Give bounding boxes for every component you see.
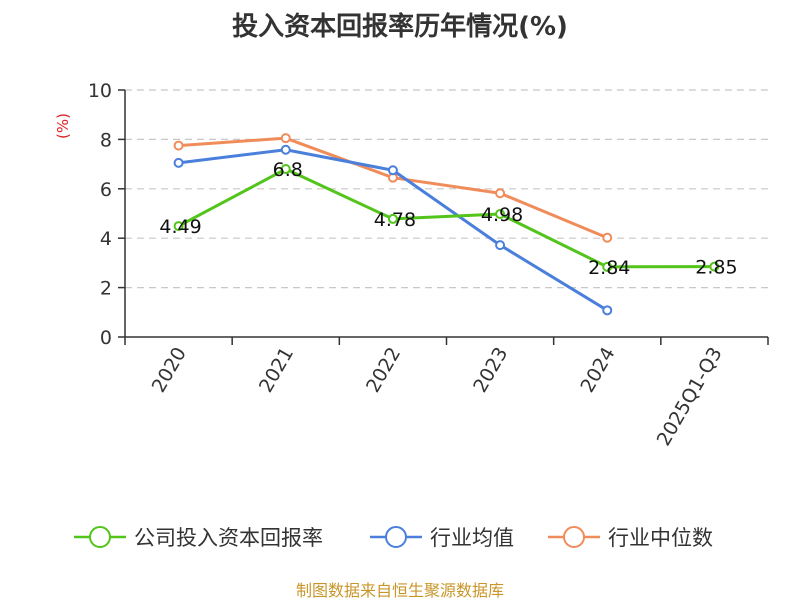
legend-label-0: 公司投入资本回报率 xyxy=(134,526,323,550)
axes: 0 2 4 6 8 10 2020 2021 2022 2023 2024 2025Q1-Q3 xyxy=(88,80,769,450)
data-label-4: 2.84 xyxy=(588,257,630,279)
point-0-1 xyxy=(280,164,291,175)
y-tick-label-4: 4 xyxy=(100,228,112,250)
point-1-3 xyxy=(495,240,506,251)
x-tick-label-2021: 2021 xyxy=(255,344,298,397)
point-2-1 xyxy=(280,133,291,144)
data-label-0: 4.49 xyxy=(159,216,201,238)
legend-item-1: 行业均值 xyxy=(370,526,514,550)
data-label-5: 2.85 xyxy=(695,257,737,279)
x-tick-label-2025Q1-Q3: 2025Q1-Q3 xyxy=(653,344,727,450)
point-1-0 xyxy=(173,157,184,168)
y-tick-label-8: 8 xyxy=(100,129,112,151)
x-tick-label-2023: 2023 xyxy=(469,344,512,397)
series-layer xyxy=(173,133,720,316)
series-0 xyxy=(173,164,720,272)
legend-item-0: 公司投入资本回报率 xyxy=(74,526,323,550)
series-1 xyxy=(173,144,613,316)
point-0-3 xyxy=(495,208,506,219)
legend-label-1: 行业均值 xyxy=(430,526,514,550)
point-0-5 xyxy=(709,261,720,272)
x-tick-label-2022: 2022 xyxy=(362,344,405,397)
y-tick-label-6: 6 xyxy=(100,179,112,201)
point-0-0 xyxy=(173,221,184,232)
legend-item-2: 行业中位数 xyxy=(548,526,713,550)
point-1-2 xyxy=(387,165,398,176)
legend-marker-1 xyxy=(385,526,407,548)
chart-title: 投入资本回报率历年情况(%) xyxy=(232,11,568,42)
y-tick-label-0: 0 xyxy=(100,327,112,349)
legend-marker-0 xyxy=(89,526,111,548)
legend-label-2: 行业中位数 xyxy=(608,526,713,550)
point-0-2 xyxy=(387,213,398,224)
data-label-3: 4.98 xyxy=(481,204,523,226)
point-2-3 xyxy=(495,188,506,199)
series-line-0 xyxy=(177,167,715,269)
point-1-4 xyxy=(602,305,613,316)
point-1-1 xyxy=(280,144,291,155)
point-2-4 xyxy=(602,232,613,243)
y-axis-label: (%) xyxy=(54,113,72,139)
legend: 公司投入资本回报率 行业均值 行业中位数 xyxy=(74,526,713,550)
data-labels: 4.49 6.8 4.78 4.98 2.84 2.85 xyxy=(159,159,737,279)
grid-lines xyxy=(125,89,768,289)
source-note: 制图数据来自恒生聚源数据库 xyxy=(296,581,504,600)
x-tick-label-2024: 2024 xyxy=(576,344,619,397)
data-label-1: 6.8 xyxy=(273,159,303,181)
legend-marker-2 xyxy=(563,526,585,548)
data-label-2: 4.78 xyxy=(374,209,416,231)
x-tick-label-2020: 2020 xyxy=(148,344,191,397)
point-2-0 xyxy=(173,140,184,151)
y-tick-label-2: 2 xyxy=(100,278,112,300)
point-0-4 xyxy=(602,261,613,272)
y-tick-label-10: 10 xyxy=(88,80,112,102)
